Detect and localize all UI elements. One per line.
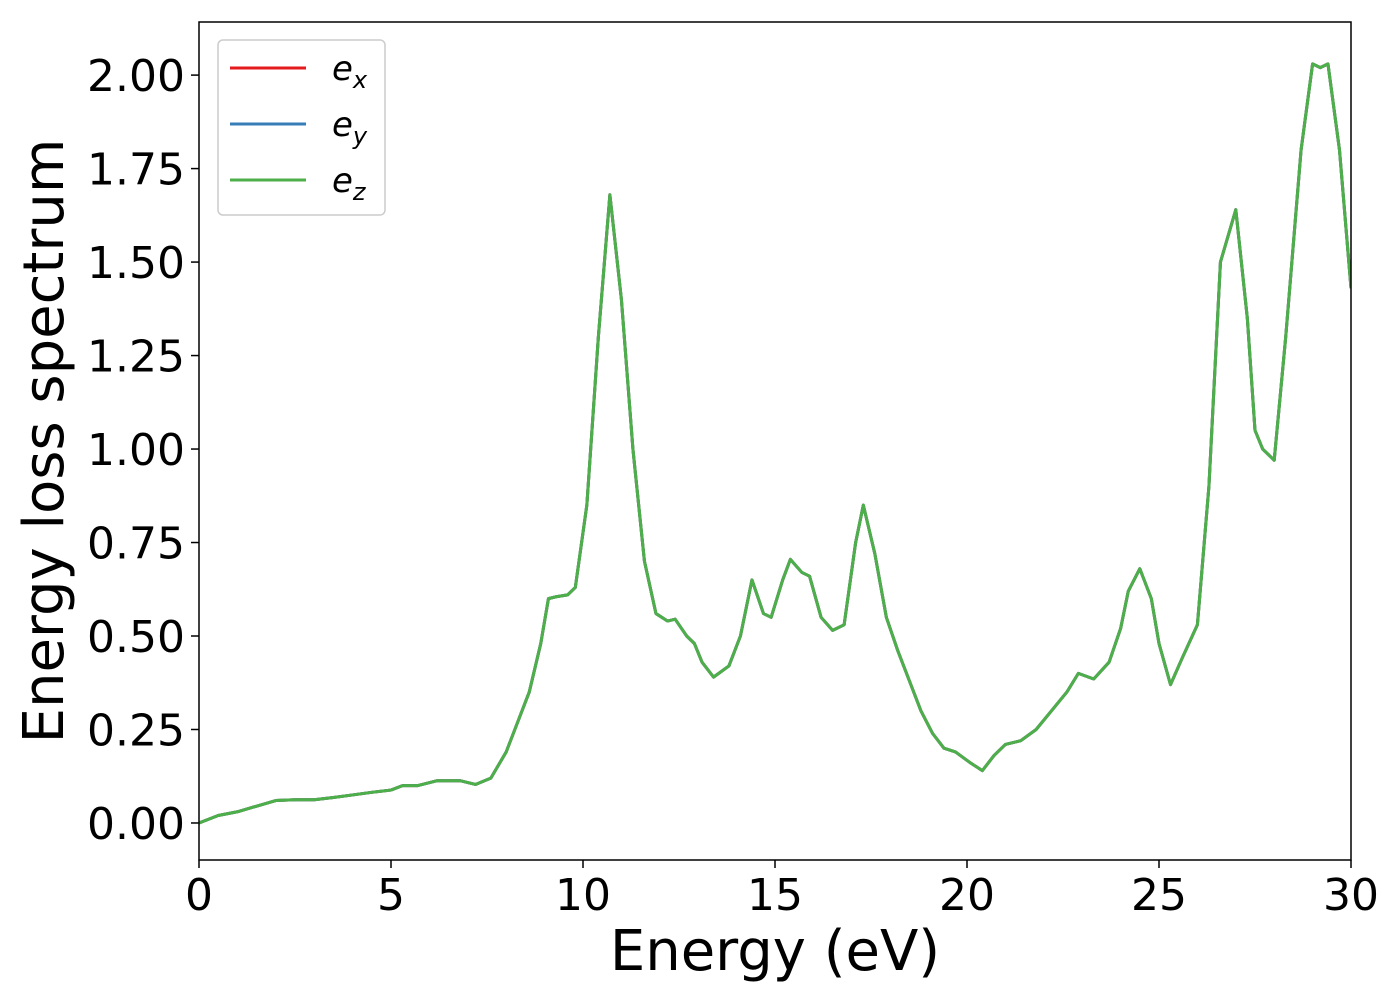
- x-tick-label: 20: [939, 870, 995, 921]
- plot-frame: [198, 21, 1352, 861]
- y-tick-label: 0.25: [87, 705, 185, 756]
- x-tick-label: 30: [1323, 870, 1379, 921]
- x-tick-label: 5: [377, 870, 405, 921]
- x-tick-label: 10: [555, 870, 611, 921]
- x-axis-label: Energy (eV): [610, 919, 940, 984]
- legend-box: [217, 39, 386, 216]
- series-line: [199, 62, 1351, 825]
- x-tick-label: 25: [1131, 870, 1187, 921]
- x-tick-label: 0: [185, 870, 213, 921]
- y-axis-label: Energy loss spectrum: [12, 139, 77, 744]
- y-tick-label: 1.75: [87, 145, 185, 196]
- legend-label: ex: [332, 49, 368, 94]
- y-tick-label: 1.00: [87, 425, 185, 476]
- legend-label: ez: [332, 161, 367, 206]
- y-tick-label: 1.50: [87, 238, 185, 289]
- y-tick-label: 0.50: [87, 612, 185, 663]
- y-tick-label: 0.75: [87, 519, 185, 570]
- y-tick-label: 2.00: [87, 51, 185, 102]
- legend-label: ey: [332, 105, 368, 150]
- y-tick-label: 1.25: [87, 332, 185, 383]
- x-tick-label: 15: [747, 870, 803, 921]
- y-tick-label: 0.00: [87, 799, 185, 850]
